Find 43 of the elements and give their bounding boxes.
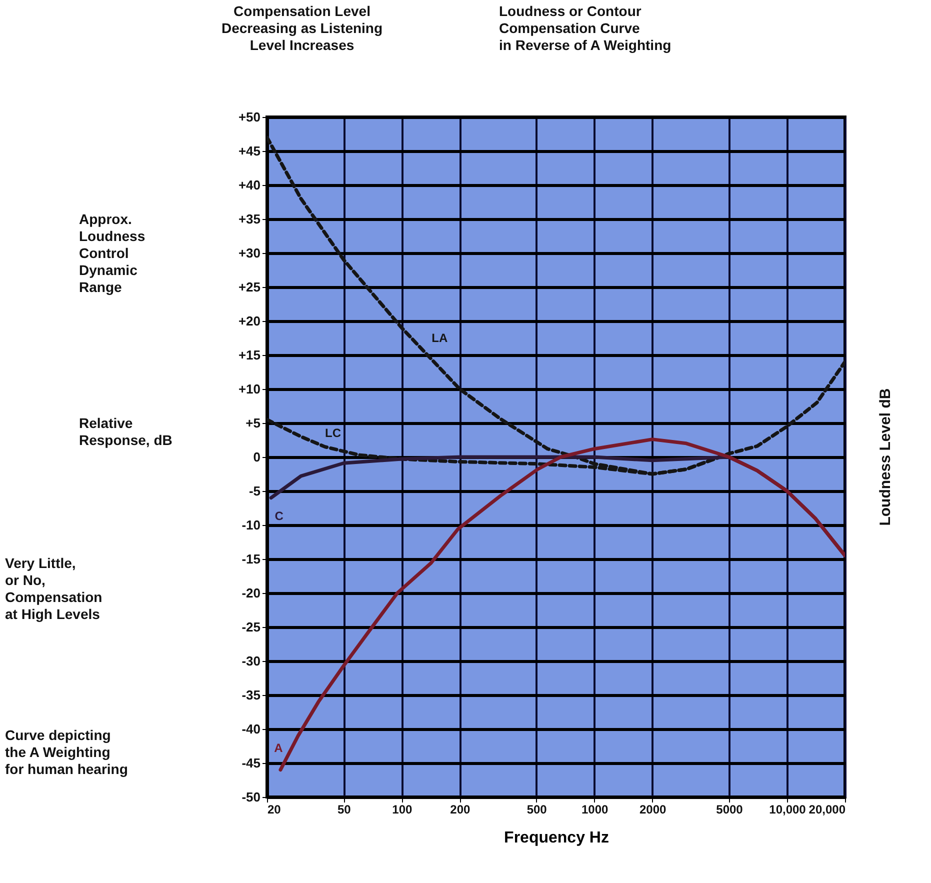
x-tick-label: 200 bbox=[450, 802, 470, 816]
y-axis-title: Loudness Level dB bbox=[877, 388, 894, 526]
x-tick-label: 20 bbox=[268, 802, 282, 816]
text: Approx. Loudness Control Dynamic Range bbox=[79, 211, 146, 295]
series-label: LC bbox=[325, 426, 342, 440]
x-tick-label: 500 bbox=[526, 802, 548, 816]
y-tick-label: +30 bbox=[238, 246, 260, 260]
x-tick-label: 10,000 bbox=[769, 802, 806, 816]
y-tick-label: +15 bbox=[238, 348, 260, 362]
y-tick-label: +35 bbox=[238, 212, 260, 226]
x-tick-label: 20,000 bbox=[808, 802, 846, 816]
y-tick-label: -5 bbox=[248, 484, 260, 498]
y-tick-label: 0 bbox=[253, 450, 260, 464]
text: Very Little, or No, Compensation at High Levels bbox=[5, 555, 102, 622]
series-label: LA bbox=[432, 330, 448, 345]
y-tick-label: +40 bbox=[238, 178, 260, 192]
x-tick-label: 100 bbox=[392, 802, 412, 816]
y-tick-label: -15 bbox=[242, 552, 260, 566]
y-tick-label: +10 bbox=[238, 382, 260, 396]
series-label: C bbox=[274, 508, 284, 523]
y-tick-label: -30 bbox=[242, 654, 260, 668]
y-tick-label: +25 bbox=[238, 280, 260, 294]
text: Loudness or Contour Compensation Curve in Reverse of A Weighting bbox=[499, 3, 672, 53]
y-tick-label: +20 bbox=[238, 314, 260, 328]
x-tick-label: 1000 bbox=[581, 802, 609, 816]
x-tick-label: 5000 bbox=[716, 802, 744, 816]
y-tick-label: -40 bbox=[242, 722, 260, 736]
x-tick-label: 50 bbox=[337, 802, 352, 816]
text: Curve depicting the A Weighting for human hearing bbox=[5, 727, 128, 777]
y-tick-label: -35 bbox=[242, 688, 260, 702]
x-axis-title: Frequency Hz bbox=[504, 830, 609, 846]
y-tick-label: +45 bbox=[238, 144, 260, 158]
y-tick-label: -25 bbox=[242, 620, 260, 634]
text: Compensation Level Decreasing as Listening Level Increases bbox=[221, 3, 383, 53]
text: Relative Response, dB bbox=[79, 415, 172, 448]
y-tick-label: -10 bbox=[242, 518, 260, 532]
y-tick-label: -20 bbox=[242, 586, 260, 600]
y-tick-label: +5 bbox=[246, 416, 260, 430]
y-tick-label: +50 bbox=[238, 110, 260, 124]
y-tick-label: -50 bbox=[242, 790, 260, 804]
y-tick-label: -45 bbox=[242, 756, 260, 770]
series-label: A bbox=[274, 740, 284, 755]
x-tick-label: 2000 bbox=[639, 802, 667, 816]
